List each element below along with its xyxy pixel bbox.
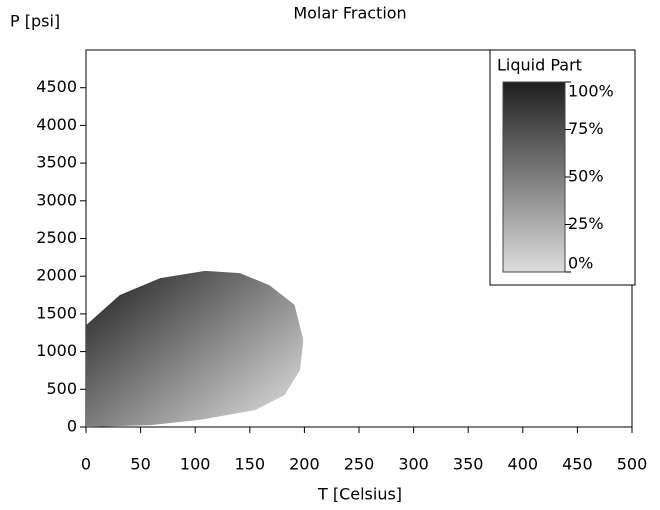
x-tick-label: 250 xyxy=(344,455,375,474)
colorbar-tick-label: 0% xyxy=(568,254,593,273)
y-tick-label: 4500 xyxy=(36,77,77,96)
legend-title: Liquid Part xyxy=(497,56,582,75)
colorbar-tick-label: 25% xyxy=(568,214,604,233)
x-tick-label: 300 xyxy=(398,455,429,474)
x-tick-label: 0 xyxy=(81,455,91,474)
x-tick-label: 50 xyxy=(130,455,150,474)
y-tick-label: 0 xyxy=(67,417,77,436)
y-tick-label: 500 xyxy=(46,379,77,398)
chart-title: Molar Fraction xyxy=(293,4,406,23)
y-tick-label: 1500 xyxy=(36,303,77,322)
x-tick-label: 350 xyxy=(453,455,484,474)
y-tick-label: 2500 xyxy=(36,228,77,247)
colorbar-tick-label: 75% xyxy=(568,119,604,138)
x-tick-label: 150 xyxy=(235,455,266,474)
y-tick-label: 4000 xyxy=(36,115,77,134)
colorbar-tick-label: 100% xyxy=(568,82,614,101)
y-tick-label: 1000 xyxy=(36,341,77,360)
x-tick-label: 200 xyxy=(289,455,320,474)
colorbar-tick-label: 50% xyxy=(568,167,604,186)
x-axis-label: T [Celsius] xyxy=(317,485,402,504)
colorbar xyxy=(502,81,566,273)
y-tick-label: 3000 xyxy=(36,190,77,209)
x-tick-label: 100 xyxy=(180,455,211,474)
x-tick-label: 500 xyxy=(617,455,648,474)
y-axis-label: P [psi] xyxy=(10,12,60,31)
y-tick-label: 3500 xyxy=(36,153,77,172)
x-tick-label: 400 xyxy=(508,455,539,474)
phase-envelope xyxy=(86,270,304,427)
x-tick-label: 450 xyxy=(562,455,593,474)
y-tick-label: 2000 xyxy=(36,266,77,285)
